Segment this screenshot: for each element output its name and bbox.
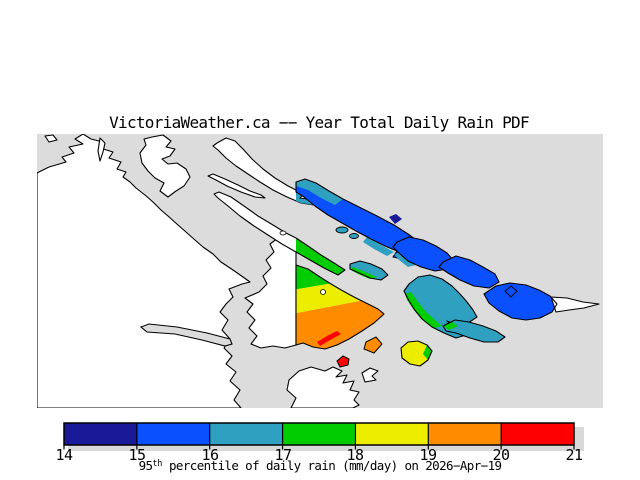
mayne-blue-body <box>393 237 454 271</box>
colorbar-tick-label-14: 14 <box>55 446 73 464</box>
colorbar-segment-18-19 <box>355 423 429 445</box>
cluster-blue-body <box>439 256 499 288</box>
colorbar-segment-17-18 <box>282 423 356 445</box>
saltspring-west-coastline <box>213 191 346 276</box>
colorbar-segment-19-20 <box>428 423 502 445</box>
vancouver-island-land <box>37 134 251 408</box>
yellow-islet-coastline <box>400 340 433 367</box>
caption-text: percentile of daily rain (mm/day) on 202… <box>162 458 502 473</box>
colorbar-tick-label-21: 21 <box>565 446 583 464</box>
colorbar-tick-label-18: 18 <box>346 446 364 464</box>
colorbar-border <box>63 422 575 446</box>
blue-islands-cluster-group <box>438 255 500 289</box>
pender-coastline <box>442 319 506 343</box>
cluster-coastline <box>438 255 500 289</box>
striped-islet-group <box>349 260 389 281</box>
colorbar-segment-16-17 <box>209 423 283 445</box>
galiano-teal-sw-sliver <box>363 237 394 256</box>
orange-islet <box>363 336 383 354</box>
peninsula-red-sliver <box>317 331 341 346</box>
colorbar-tick-label-19: 19 <box>419 446 437 464</box>
saturna-blue-body <box>484 283 557 320</box>
peninsula-data-coastline <box>295 264 385 350</box>
peninsula-lake-hole <box>320 289 326 295</box>
saltspring-green-band <box>405 292 442 328</box>
colorbar-segment-15-16 <box>136 423 210 445</box>
colorbar-segment-14-15 <box>64 423 137 445</box>
caption-ordinal-superscript: th <box>152 459 163 469</box>
colorbar-canvas <box>63 422 584 451</box>
striped-islet-green-band <box>351 267 377 279</box>
saltspring-west-strip-group <box>213 191 346 276</box>
caption-number: 95 <box>138 458 153 473</box>
plot-title: VictoriaWeather.ca −− Year Total Daily R… <box>109 113 530 132</box>
colorbar-tick-label-16: 16 <box>201 446 219 464</box>
colorbar-caption: 95th percentile of daily rain (mm/day) o… <box>139 458 502 473</box>
colorbar-segment-20-21 <box>501 423 574 445</box>
pender-green-tip <box>443 322 458 330</box>
colorbar-tick-label-20: 20 <box>492 446 510 464</box>
station-diamond-marker <box>504 285 518 298</box>
tiny-teal-islet-1 <box>335 226 349 234</box>
colorbar-tick-label-15: 15 <box>128 446 146 464</box>
galiano-island-group <box>295 178 425 261</box>
coast-spur-islet <box>44 134 58 143</box>
galiano-teal-nw-zone <box>296 179 343 205</box>
thin-sliver-islet <box>97 137 106 162</box>
galiano-navy-spot <box>389 214 402 224</box>
saltspring-west-green-zone <box>296 238 345 275</box>
inlet-side-arm <box>139 323 233 347</box>
narrow-channel-islet <box>207 173 266 199</box>
saturna-island-group <box>483 282 600 321</box>
rain-map-canvas <box>37 134 603 408</box>
mayne-teal-sliver <box>394 253 416 267</box>
yellow-islet-group <box>400 340 433 367</box>
pender-teal-body <box>443 320 505 342</box>
south-shore-land <box>286 366 360 408</box>
yellow-islet-body <box>401 341 432 366</box>
two-lobe-island <box>139 134 191 198</box>
tiny-teal-islet-2 <box>349 233 359 239</box>
saturna-white-east-tip <box>550 296 600 313</box>
saturna-coastline <box>483 282 558 321</box>
colorbar-tick-label-17: 17 <box>274 446 292 464</box>
small-lake-hole <box>279 230 287 236</box>
pender-island-group <box>442 319 506 343</box>
rain-map-figure <box>37 134 603 408</box>
striped-islet-teal-body <box>350 261 388 280</box>
saanich-peninsula-west-land <box>244 237 297 349</box>
striped-islet-coastline <box>349 260 389 281</box>
colorbar-legend <box>58 418 592 456</box>
small-white-islet-south <box>361 367 379 383</box>
red-islet <box>336 355 350 368</box>
